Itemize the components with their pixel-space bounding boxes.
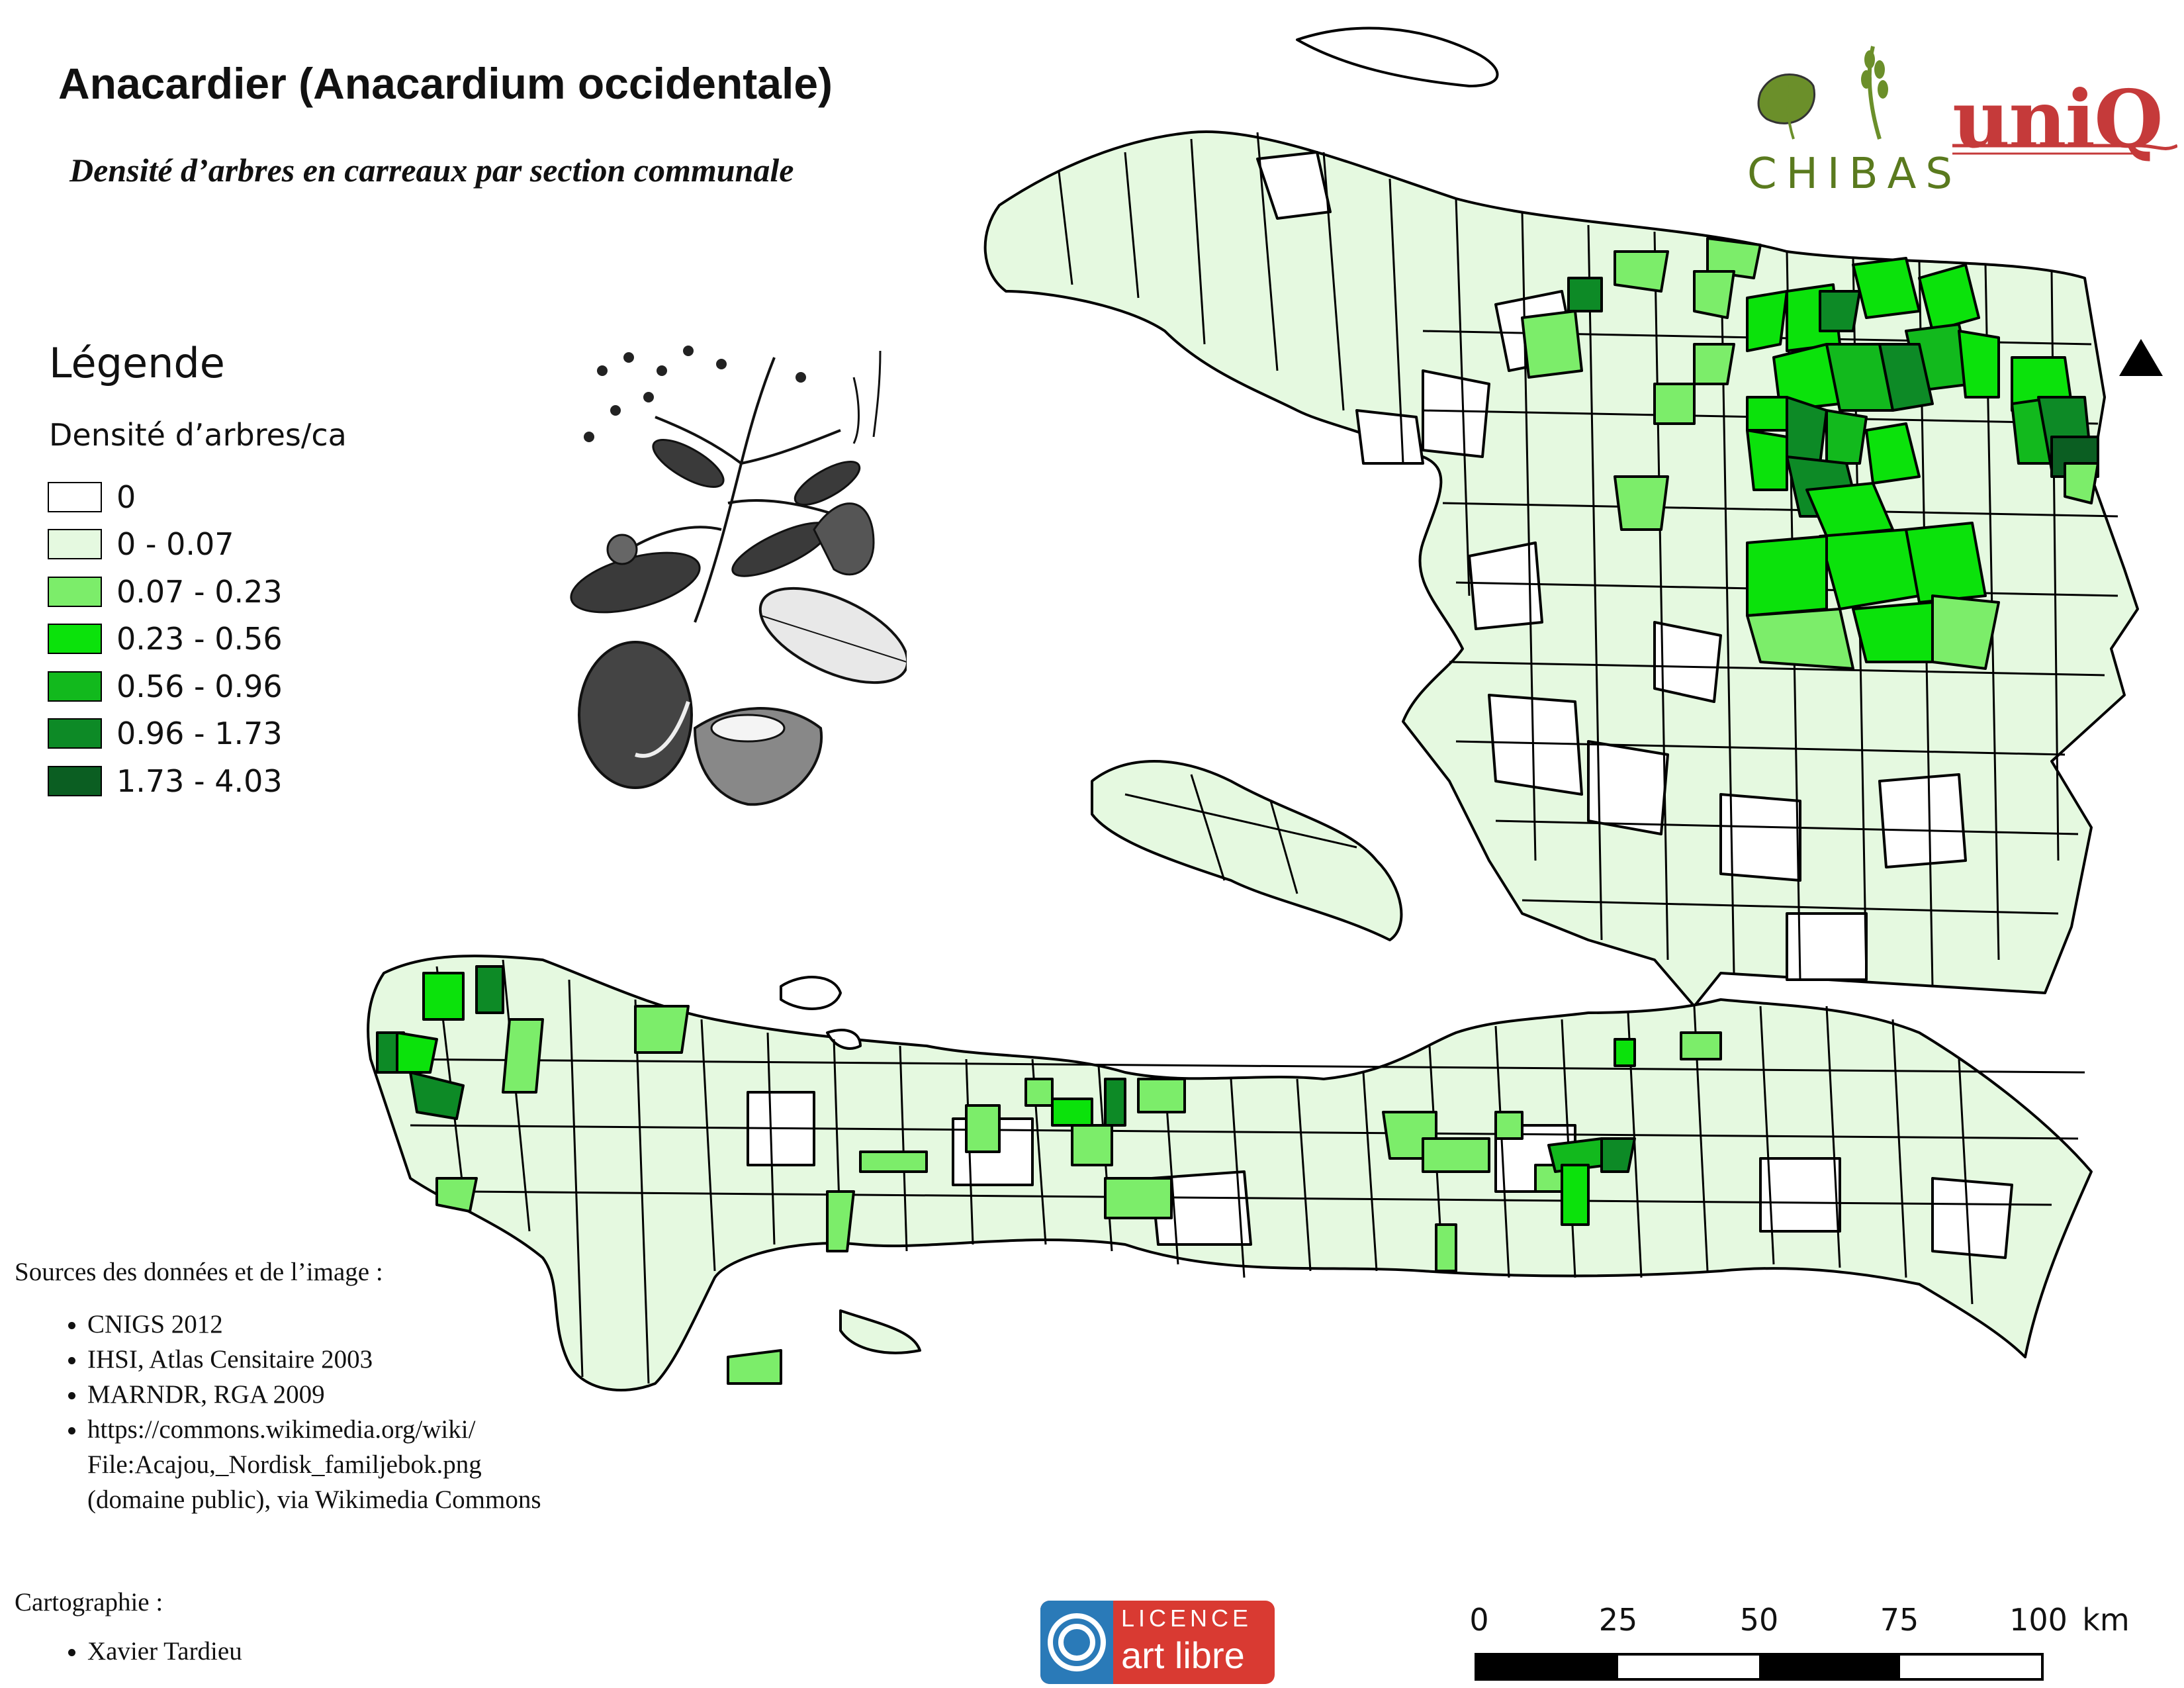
legend-item: 0.96 - 1.73 — [48, 710, 283, 758]
legend-swatch — [48, 765, 102, 796]
licence-line2: art libre — [1121, 1634, 1245, 1676]
cashew-plant-illustration — [570, 346, 907, 806]
scale-segment — [1759, 1656, 1900, 1678]
uniq-underline-icon — [1952, 144, 2177, 155]
sources-list: CNIGS 2012 IHSI, Atlas Censitaire 2003 M… — [15, 1307, 551, 1517]
cartography-list: Xavier Tardieu — [15, 1636, 242, 1666]
legend-swatch — [48, 624, 102, 655]
scale-labels: 0 25 50 75 100 km — [1456, 1602, 2129, 1642]
uniq-logo-text: uniQ — [1952, 73, 2163, 166]
scale-tick-label: 25 — [1598, 1602, 1638, 1638]
source-item: IHSI, Atlas Censitaire 2003 — [87, 1342, 551, 1377]
legend-label: 0 - 0.07 — [116, 526, 234, 563]
legend-swatch — [48, 718, 102, 749]
legend-label: 0 — [116, 479, 136, 515]
cartography-heading: Cartographie : — [15, 1588, 163, 1617]
map-title: Anacardier (Anacardium occidentale) — [58, 59, 833, 108]
legend-item: 0.23 - 0.56 — [48, 616, 283, 663]
tortue-island — [1296, 26, 1499, 87]
legend-label: 0.56 - 0.96 — [116, 668, 283, 704]
legend-item: 0 — [48, 473, 283, 521]
chibas-logo-icon — [1757, 46, 1888, 140]
scale-unit: km — [2082, 1602, 2130, 1638]
legend-label: 0.96 - 1.73 — [116, 716, 283, 752]
legend-items: 0 0 - 0.07 0.07 - 0.23 0.23 - 0.56 0.56 … — [48, 473, 283, 805]
licence-art-libre-badge: LICENCE art libre — [1040, 1601, 1275, 1684]
scale-tick-label: 100 — [2009, 1602, 2068, 1638]
sources-heading: Sources des données et de l’image : — [15, 1258, 383, 1286]
legend-label: 0.07 - 0.23 — [116, 573, 283, 610]
gonave-island — [1091, 760, 1403, 941]
legend-item: 0 - 0.07 — [48, 521, 283, 569]
legend-item: 0.56 - 0.96 — [48, 663, 283, 710]
legend-swatch — [48, 529, 102, 560]
sources-block: Sources des données et de l’image : CNIG… — [15, 1254, 551, 1517]
legend-subtitle: Densité d’arbres/ca — [49, 417, 347, 453]
north-arrow-icon — [2119, 339, 2163, 376]
licence-logo-icon — [1040, 1601, 1113, 1684]
legend-label: 0.23 - 0.56 — [116, 621, 283, 657]
legend-swatch — [48, 671, 102, 702]
scale-segment — [1900, 1656, 2041, 1678]
scale-tick-label: 75 — [1880, 1602, 1919, 1638]
source-item: CNIGS 2012 — [87, 1307, 551, 1342]
map-subtitle: Densité d’arbres en carreaux par section… — [69, 152, 794, 189]
scale-segment — [1618, 1656, 1759, 1678]
legend-item: 1.73 - 4.03 — [48, 757, 283, 805]
small-island — [839, 1309, 921, 1354]
legend-title: Légende — [49, 339, 225, 387]
licence-line1: LICENCE — [1121, 1605, 1253, 1632]
source-item: MARNDR, RGA 2009 — [87, 1377, 551, 1412]
scale-tick-label: 0 — [1469, 1602, 1489, 1638]
scale-bar — [1475, 1653, 2044, 1681]
scale-tick-label: 50 — [1739, 1602, 1779, 1638]
scale-segment — [1477, 1656, 1618, 1678]
small-island — [780, 976, 842, 1010]
source-item[interactable]: https://commons.wikimedia.org/wiki/ File… — [87, 1412, 551, 1517]
chibas-logo-text: CHIBAS — [1747, 150, 1962, 199]
cartography-author: Xavier Tardieu — [87, 1636, 242, 1666]
legend-swatch — [48, 481, 102, 512]
legend-label: 1.73 - 4.03 — [116, 763, 283, 799]
legend-item: 0.07 - 0.23 — [48, 568, 283, 616]
legend-swatch — [48, 576, 102, 607]
